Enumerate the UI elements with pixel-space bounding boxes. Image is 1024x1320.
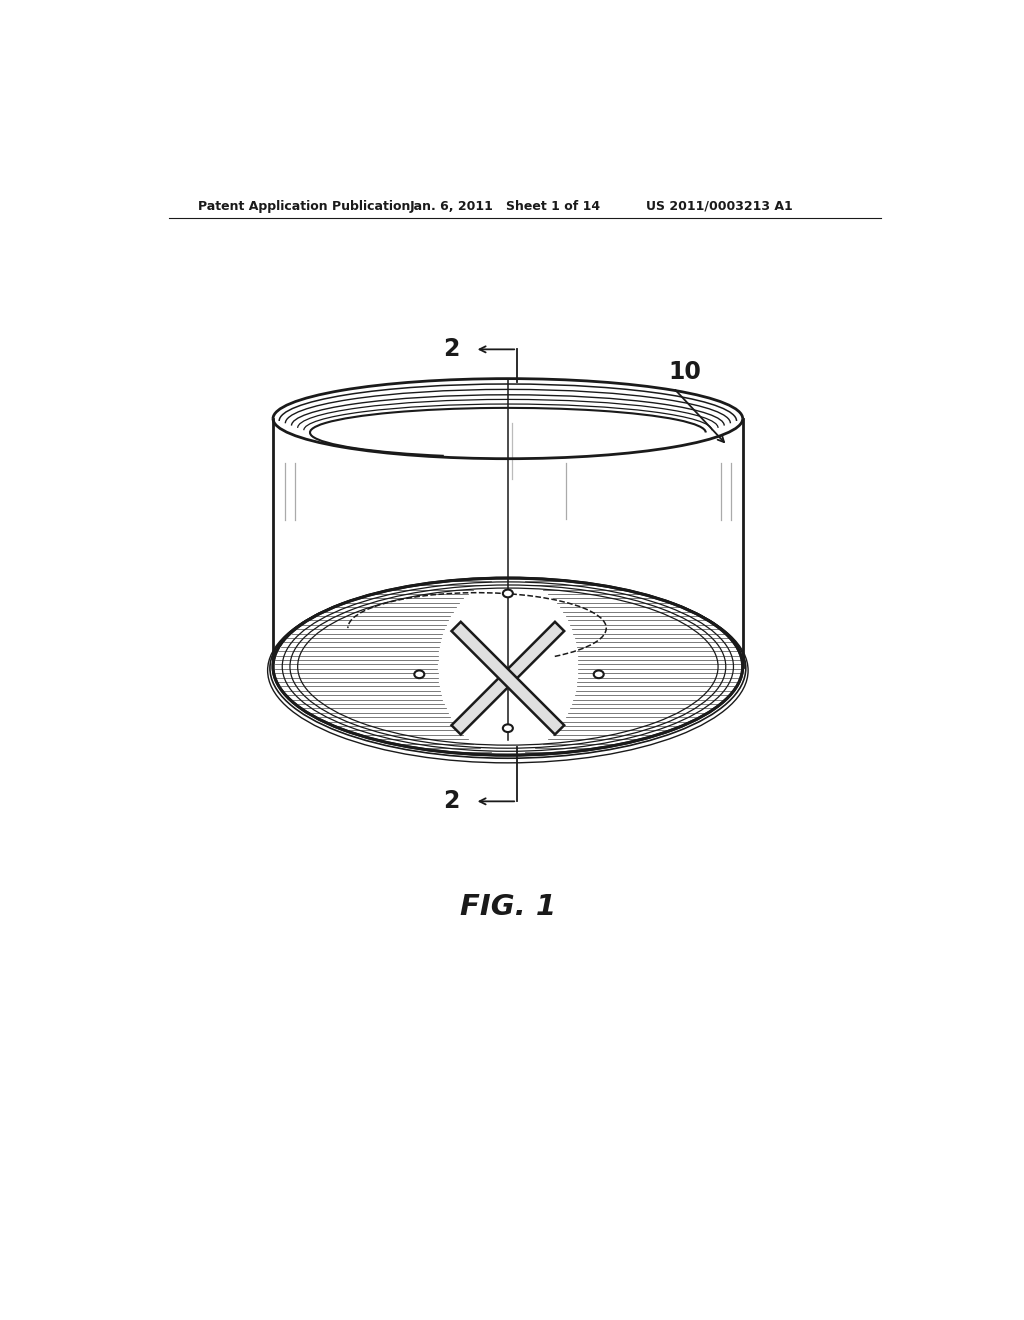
Polygon shape (452, 622, 564, 734)
Text: Jan. 6, 2011   Sheet 1 of 14: Jan. 6, 2011 Sheet 1 of 14 (410, 199, 600, 213)
Polygon shape (452, 622, 564, 734)
Ellipse shape (503, 590, 513, 597)
Text: 2: 2 (443, 338, 460, 362)
Text: FIG. 1: FIG. 1 (460, 892, 556, 921)
Ellipse shape (503, 725, 513, 733)
Text: US 2011/0003213 A1: US 2011/0003213 A1 (646, 199, 794, 213)
Ellipse shape (273, 578, 742, 755)
Text: 2: 2 (443, 789, 460, 813)
Ellipse shape (594, 671, 604, 678)
Text: Patent Application Publication: Patent Application Publication (199, 199, 411, 213)
Ellipse shape (415, 671, 424, 678)
Text: 10: 10 (669, 360, 701, 384)
